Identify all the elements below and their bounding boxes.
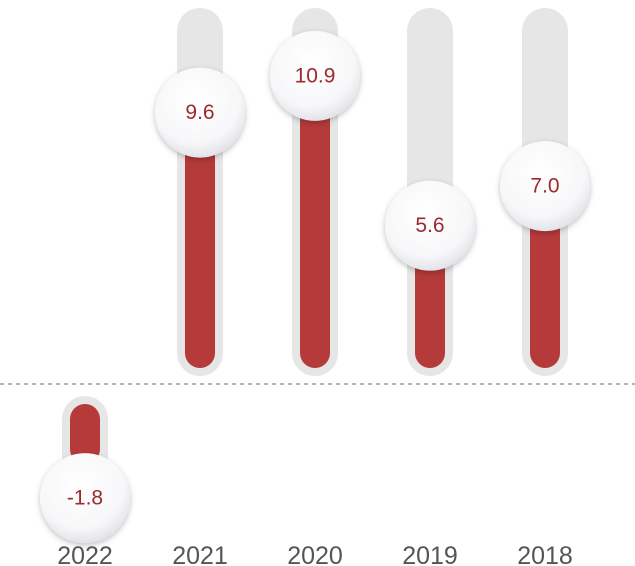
data-label: 5.6: [415, 214, 444, 237]
data-label: 10.9: [295, 64, 336, 87]
data-label: 9.6: [185, 101, 214, 124]
value-bubble: [385, 180, 475, 271]
value-bubble: [500, 141, 590, 232]
bar: [530, 186, 560, 368]
data-label: -1.8: [67, 487, 103, 510]
category-label: 2019: [402, 542, 458, 566]
value-bubble: [270, 30, 360, 121]
category-label: 2022: [57, 542, 113, 566]
category-label: 2020: [287, 542, 343, 566]
category-label: 2018: [517, 542, 573, 566]
value-bubble: [155, 67, 245, 158]
bar: [70, 404, 100, 465]
bar: [300, 75, 330, 369]
data-label: 7.0: [530, 175, 559, 198]
category-label: 2021: [172, 542, 228, 566]
value-bubble: [40, 453, 130, 544]
bar: [185, 112, 215, 368]
